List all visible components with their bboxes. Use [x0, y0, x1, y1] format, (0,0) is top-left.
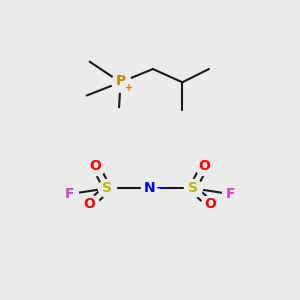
Text: F: F [226, 187, 236, 201]
Text: P: P [116, 74, 126, 88]
Text: S: S [188, 181, 198, 195]
Text: −: − [156, 182, 166, 195]
Text: O: O [90, 159, 101, 173]
Text: O: O [84, 197, 96, 212]
Text: S: S [102, 181, 112, 195]
Text: N: N [144, 181, 156, 195]
Text: O: O [199, 159, 210, 173]
Text: +: + [125, 82, 133, 93]
Text: F: F [64, 187, 74, 201]
Text: O: O [204, 197, 216, 212]
